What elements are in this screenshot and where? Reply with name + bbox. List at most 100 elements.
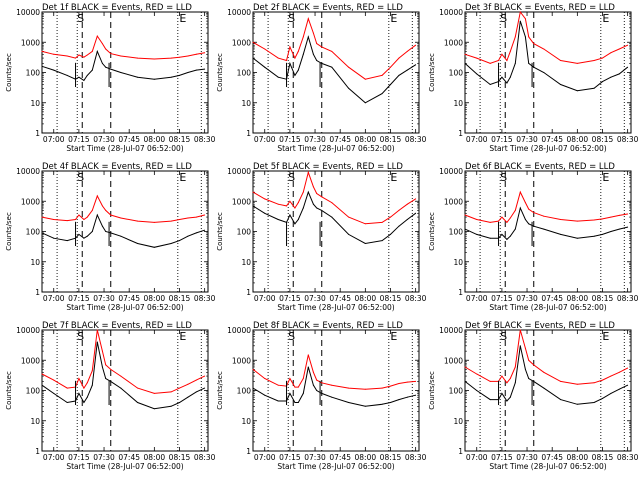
marker-label-E: E bbox=[602, 171, 609, 184]
data-point bbox=[489, 221, 491, 223]
data-point bbox=[179, 219, 180, 220]
series-lld bbox=[464, 10, 628, 64]
data-point bbox=[489, 84, 491, 85]
data-point bbox=[75, 57, 76, 59]
data-point bbox=[289, 62, 291, 64]
x-tick-label: 08:00 bbox=[144, 453, 166, 462]
data-point bbox=[83, 387, 85, 389]
data-point bbox=[86, 382, 88, 384]
data-point bbox=[364, 223, 366, 225]
y-tick-label: 1 bbox=[246, 288, 251, 297]
data-point bbox=[509, 378, 511, 379]
data-point bbox=[602, 57, 603, 59]
plot-frame bbox=[252, 329, 420, 452]
data-point bbox=[41, 50, 43, 52]
data-point bbox=[66, 74, 68, 76]
data-point bbox=[381, 387, 383, 389]
data-point bbox=[294, 223, 296, 225]
y-tick-label: 10 bbox=[453, 99, 463, 108]
data-point bbox=[498, 60, 499, 61]
data-point bbox=[509, 235, 511, 237]
data-point bbox=[294, 402, 296, 403]
data-point bbox=[398, 57, 400, 59]
data-point bbox=[610, 231, 612, 232]
panel-title: Det 2f BLACK = Events, RED = LLD bbox=[253, 3, 403, 13]
data-point bbox=[307, 171, 309, 173]
series-lld bbox=[252, 17, 416, 80]
y-axis-label: Counts/sec bbox=[5, 212, 13, 251]
data-point bbox=[576, 237, 578, 239]
data-point bbox=[610, 76, 612, 78]
data-point bbox=[41, 232, 43, 234]
data-point bbox=[297, 50, 299, 52]
data-point bbox=[331, 396, 333, 398]
data-point bbox=[307, 191, 309, 193]
x-tick-label: 07:30 bbox=[93, 135, 115, 144]
x-tick-label: 08:00 bbox=[567, 294, 589, 303]
data-point bbox=[348, 402, 350, 403]
data-point bbox=[41, 216, 43, 218]
data-point bbox=[312, 32, 314, 34]
data-point bbox=[294, 57, 296, 59]
data-point bbox=[464, 62, 466, 64]
data-point bbox=[170, 76, 172, 78]
data-point bbox=[476, 373, 478, 375]
data-point bbox=[602, 218, 603, 220]
x-tick-label: 07:45 bbox=[118, 453, 140, 462]
y-tick-label: 10 bbox=[30, 99, 40, 108]
marker-label-S: S bbox=[77, 171, 84, 184]
data-point bbox=[120, 235, 122, 237]
data-point bbox=[53, 219, 55, 220]
x-tick-label: 07:30 bbox=[516, 453, 538, 462]
data-point bbox=[137, 243, 139, 244]
data-point bbox=[506, 221, 508, 223]
data-point bbox=[41, 373, 43, 375]
panel-det-3: Det 3f BLACK = Events, RED = LLD Counts/s… bbox=[428, 3, 639, 153]
data-point bbox=[602, 81, 603, 83]
y-tick-label: 1000 bbox=[444, 197, 463, 206]
data-point bbox=[514, 36, 516, 38]
data-point bbox=[476, 57, 478, 59]
data-point bbox=[533, 225, 535, 227]
series-lld bbox=[464, 190, 628, 224]
data-point bbox=[501, 392, 503, 394]
data-point bbox=[66, 220, 68, 222]
data-point bbox=[509, 396, 511, 398]
data-point bbox=[560, 60, 562, 61]
data-point bbox=[381, 74, 383, 76]
data-point bbox=[289, 46, 291, 48]
y-tick-label: 10000 bbox=[227, 167, 251, 176]
data-point bbox=[153, 392, 155, 394]
data-point bbox=[179, 387, 180, 389]
data-point bbox=[187, 72, 189, 73]
data-point bbox=[543, 48, 545, 50]
y-tick-label: 1 bbox=[458, 288, 463, 297]
data-point bbox=[543, 371, 545, 373]
y-tick-label: 1 bbox=[35, 129, 40, 138]
x-tick-label: 08:15 bbox=[592, 135, 614, 144]
y-tick-label: 1 bbox=[35, 288, 40, 297]
y-tick-label: 1000 bbox=[444, 356, 463, 365]
data-point bbox=[415, 380, 417, 382]
marker-label-S: S bbox=[500, 330, 507, 343]
y-tick-label: 100 bbox=[237, 228, 252, 237]
y-tick-label: 1000 bbox=[232, 197, 251, 206]
data-point bbox=[110, 368, 112, 370]
data-point bbox=[364, 243, 366, 244]
data-point bbox=[464, 380, 466, 382]
data-point bbox=[137, 220, 139, 222]
data-point bbox=[348, 66, 350, 68]
x-axis-label: Start Time (28-Jul-07 06:52:00) bbox=[489, 144, 606, 153]
data-point bbox=[415, 44, 417, 46]
data-point bbox=[302, 191, 304, 193]
y-tick-label: 10000 bbox=[439, 167, 463, 176]
data-point bbox=[110, 53, 112, 55]
data-point bbox=[524, 202, 526, 204]
data-point bbox=[593, 60, 595, 61]
data-point bbox=[528, 223, 530, 225]
data-point bbox=[105, 66, 107, 68]
data-point bbox=[96, 195, 98, 197]
data-point bbox=[618, 73, 620, 75]
data-point bbox=[519, 20, 521, 22]
